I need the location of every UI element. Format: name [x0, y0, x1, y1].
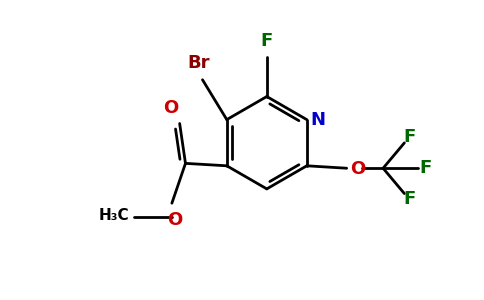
Text: Br: Br [187, 55, 210, 73]
Text: F: F [419, 159, 432, 177]
Text: F: F [403, 128, 415, 146]
Text: F: F [403, 190, 415, 208]
Text: H₃C: H₃C [98, 208, 129, 223]
Text: O: O [166, 211, 182, 229]
Text: F: F [261, 32, 273, 50]
Text: N: N [310, 111, 325, 129]
Text: O: O [350, 160, 366, 178]
Text: O: O [163, 99, 179, 117]
